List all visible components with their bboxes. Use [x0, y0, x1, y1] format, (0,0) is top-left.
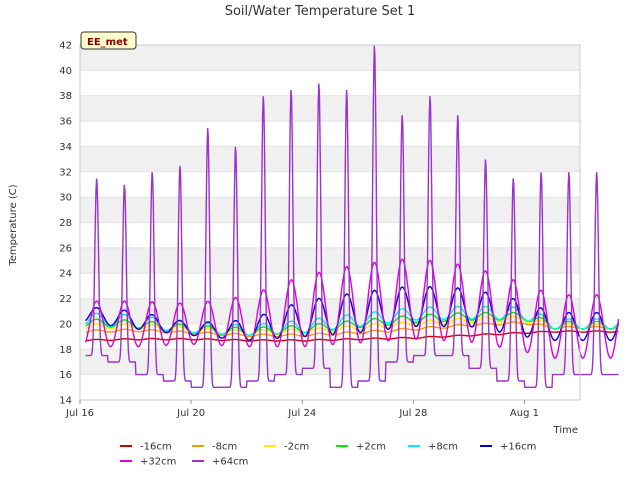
- grid-band: [80, 45, 580, 71]
- grid-band: [80, 273, 580, 299]
- grid-band: [80, 121, 580, 147]
- y-tick-label: 24: [59, 269, 72, 280]
- y-tick-label: 18: [59, 345, 72, 356]
- x-axis: Jul 16 Jul 20 Jul 24 Jul 28 Aug 1: [65, 400, 539, 419]
- series-line-+32cm: [84, 258, 620, 359]
- grid-band: [80, 171, 580, 198]
- grid-band: [80, 247, 580, 274]
- x-tick-label: Jul 28: [398, 408, 427, 419]
- series-line--2cm: [85, 315, 619, 336]
- badge-box: [80, 31, 137, 50]
- legend-label: +2cm: [356, 442, 386, 453]
- grid-band: [80, 95, 580, 122]
- y-tick-label: 20: [59, 319, 72, 330]
- y-tick-label: 40: [59, 66, 72, 77]
- grid-bands: [80, 44, 580, 401]
- grid-band: [80, 146, 580, 172]
- grid-band: [80, 222, 580, 248]
- y-tick-label: 32: [59, 167, 72, 178]
- y-tick-label: 38: [59, 91, 72, 102]
- y-axis-label: Temperature (C): [8, 184, 19, 266]
- badge: EE_met: [80, 31, 137, 50]
- series-line-+64cm: [85, 45, 619, 388]
- series-layer: [84, 45, 620, 388]
- x-tick-label: Aug 1: [510, 408, 539, 419]
- y-tick-label: 28: [59, 218, 72, 229]
- legend-label: +16cm: [500, 442, 536, 453]
- x-tick-label: Jul 20: [176, 408, 205, 419]
- x-axis-label: Time: [553, 425, 578, 436]
- y-tick-label: 36: [59, 117, 72, 128]
- y-tick-label: 34: [59, 142, 72, 153]
- chart-title: Soil/Water Temperature Set 1: [225, 4, 416, 19]
- y-axis: 14 16 18 20 22 24 26 28 30 32 34 36 38 40 42: [59, 41, 72, 407]
- y-tick-label: 22: [59, 294, 72, 305]
- series-line--8cm: [85, 321, 619, 338]
- legend-label: -16cm: [140, 442, 172, 453]
- y-tick-label: 42: [59, 41, 72, 52]
- y-tick-label: 26: [59, 243, 72, 254]
- plot-frame: [79, 44, 581, 401]
- grid-band: [80, 70, 580, 96]
- x-tick-label: Jul 16: [65, 408, 94, 419]
- series-line-+16cm: [85, 285, 620, 342]
- legend: -16cm -8cm -2cm +2cm +8cm +16cm +32cm +64cm: [120, 442, 536, 468]
- legend-label: +64cm: [212, 457, 248, 468]
- grid-band: [80, 197, 580, 223]
- badge-label: EE_met: [87, 37, 128, 48]
- y-tick-label: 30: [59, 193, 72, 204]
- y-tick-label: 14: [59, 396, 72, 407]
- legend-label: -8cm: [212, 442, 237, 453]
- legend-label: +32cm: [140, 457, 176, 468]
- x-tick-label: Jul 24: [287, 408, 316, 419]
- legend-label: -2cm: [284, 442, 309, 453]
- legend-label: +8cm: [428, 442, 458, 453]
- y-tick-label: 16: [59, 370, 72, 381]
